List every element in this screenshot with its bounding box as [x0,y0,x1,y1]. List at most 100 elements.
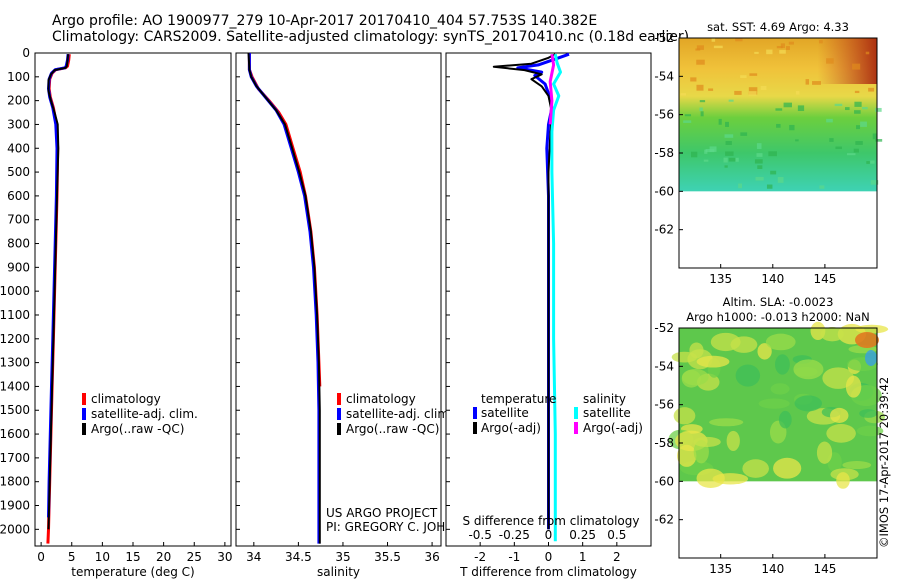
lat-tick-label: -58 [654,146,674,160]
sst-texture [819,40,823,44]
sst-texture [776,123,781,128]
sst-texture [695,48,701,51]
sla-texture [794,395,823,412]
sst-texture [829,138,834,142]
project-annotation: US ARGO PROJECT [326,506,438,520]
sla-texture [820,327,844,342]
legend-swatch-blue [473,407,477,419]
lon-tick-label: 135 [709,272,732,286]
lon-tick-label: 145 [813,272,836,286]
lat-tick-label: -58 [654,436,674,450]
sst-texture [735,38,743,42]
sst-texture [775,108,783,111]
sla-texture [859,409,878,418]
sla-texture [712,473,749,485]
sla-low-spot [865,350,877,366]
series-line-black [247,52,321,544]
sst-texture [870,180,879,185]
sla-texture [822,367,855,389]
sst-texture [690,77,697,82]
header-line-2: Climatology: CARS2009. Satellite-adjuste… [52,29,690,45]
legend-swatch-cyan [574,407,578,419]
legend-label: Argo(-adj) [583,421,643,435]
sst-texture [853,148,859,153]
sst-texture [805,79,810,85]
top-tick-label: -0.5 [468,528,491,542]
depth-tick-label: 1900 [0,499,30,513]
lat-tick-label: -60 [654,184,674,198]
legend-label: satellite-adj. clim. [91,407,198,421]
map-title: Altim. SLA: -0.0023 [723,295,834,309]
sst-texture [723,157,728,163]
sst-texture [834,103,843,107]
sst-texture [757,165,763,169]
lat-tick-label: -60 [654,474,674,488]
depth-tick-label: 1500 [0,403,30,417]
sst-texture [855,141,863,145]
sst-texture [756,143,762,149]
lon-tick-label: 140 [761,562,784,576]
lat-tick-label: -56 [654,398,674,412]
sst-texture [735,157,739,162]
legend-label: Argo(..raw -QC) [91,422,184,436]
sla-texture [774,354,790,375]
sst-texture [713,45,723,49]
sst-texture [683,120,692,123]
sla-texture [735,364,761,387]
legend-label: climatology [91,392,161,406]
depth-tick-label: 100 [7,70,30,84]
sst-texture [789,124,795,131]
depth-tick-label: 0 [22,46,30,60]
legend-label: satellite [583,406,631,420]
map-title: sat. SST: 4.69 Argo: 4.33 [707,20,849,34]
sst-texture [699,107,703,112]
legend-label: satellite-adj. clim. [346,407,453,421]
x-tick-label: -1 [508,550,520,564]
series-line-magenta [548,53,556,125]
sst-texture [768,151,777,157]
legend-swatch-red [82,393,86,405]
depth-tick-label: 300 [7,117,30,131]
legend-swatch-red [337,393,341,405]
sst-texture [711,38,716,42]
sst-texture [725,141,732,145]
sst-texture [826,118,833,123]
header-line-1: Argo profile: AO 1900977_279 10-Apr-2017… [52,13,598,29]
x-tick-label: 20 [156,550,171,564]
top-tick-label: 0 [545,528,553,542]
legend-swatch-blue [82,408,86,420]
sla-texture [709,418,744,427]
sla-texture [693,436,721,448]
depth-tick-label: 1100 [0,308,30,322]
sst-texture [872,133,878,140]
sst-texture [875,139,883,142]
lat-tick-label: -54 [654,69,674,83]
x-tick-label: -2 [474,550,486,564]
top-tick-label: 0.25 [569,528,596,542]
sst-texture [725,151,734,156]
sst-texture [754,159,763,164]
sst-texture [795,90,800,95]
sla-texture [778,410,792,429]
map-title: Argo h1000: -0.013 h2000: NaN [686,310,870,324]
series-line-cyan [550,53,562,542]
sla-texture [682,368,709,386]
sla-texture [845,375,862,398]
sst-texture [854,110,861,114]
legend-swatch-black [82,423,86,435]
depth-tick-label: 200 [7,94,30,108]
sst-texture [755,176,764,181]
x-axis-label: temperature (deg C) [71,565,194,579]
sst-texture [728,99,734,102]
sst-texture [856,125,861,130]
sla-texture [793,359,824,380]
sst-texture [866,161,870,164]
x-tick-label: 36 [424,550,439,564]
sla-texture [836,472,850,489]
panel-temperature: 0100200300400500600700800900100011001200… [0,46,233,579]
sst-texture [846,153,856,156]
legend-label: Argo(..raw -QC) [346,422,439,436]
sst-texture [696,45,704,50]
legend-label: climatology [346,392,416,406]
